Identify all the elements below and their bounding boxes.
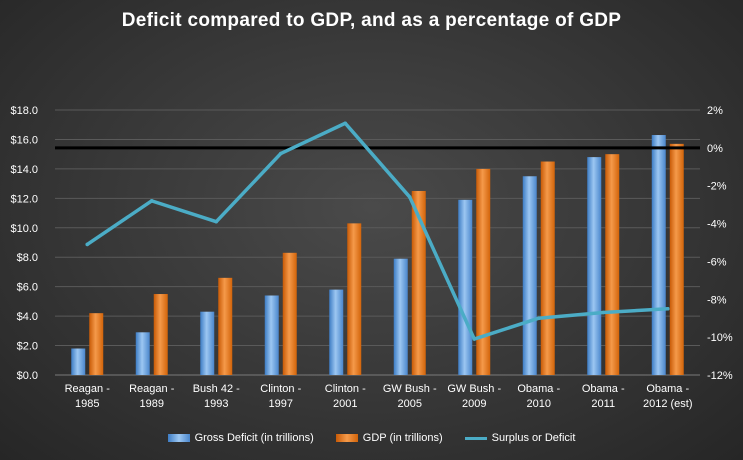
legend: Gross Deficit (in trillions) GDP (in tri…: [0, 432, 743, 444]
x-tick-label: Bush 42 -1993: [193, 383, 240, 410]
x-tick-label: Reagan -1989: [129, 383, 175, 410]
surplus-point: [343, 121, 348, 126]
bar-gross-deficit: [393, 258, 408, 375]
chart-svg: $0.0 $2.0 $4.0 $6.0 $8.0 $10.0 $12.0 $14.0 $16.0…: [10, 105, 733, 410]
y-right-tick-label: 2%: [707, 105, 723, 117]
surplus-line-layer: [85, 121, 670, 341]
surplus-point: [149, 199, 154, 203]
y-right-tick-label: -2%: [707, 181, 727, 193]
y-left-tick-label: $6.0: [17, 282, 38, 294]
bar-gross-deficit: [587, 157, 602, 375]
surplus-point: [601, 310, 606, 315]
y-right-tick-label: -6%: [707, 256, 727, 268]
x-axis: Reagan -1985 Reagan -1989 Bush 42 -1993 Cli…: [65, 383, 693, 410]
bar-gross-deficit: [71, 348, 86, 375]
x-tick-label: GW Bush -2009: [447, 383, 501, 410]
bar-gdp: [605, 154, 620, 375]
y-right-tick-label: -8%: [707, 294, 727, 306]
y-right-tick-label: -4%: [707, 219, 727, 231]
y-left-tick-label: $12.0: [10, 193, 38, 205]
surplus-point: [472, 337, 477, 341]
y-axis-left: $0.0 $2.0 $4.0 $6.0 $8.0 $10.0 $12.0 $14.0 $16.0…: [10, 105, 38, 382]
x-tick-label: Obama -2011: [582, 383, 625, 410]
x-tick-label: Clinton -1997: [260, 383, 301, 410]
y-right-tick-label: 0%: [707, 143, 723, 155]
legend-label: Surplus or Deficit: [491, 432, 576, 444]
x-tick-label: Obama -2012 (est): [643, 383, 693, 410]
y-left-tick-label: $10.0: [10, 223, 38, 235]
bar-gdp: [218, 277, 233, 375]
x-tick-label: Obama -2010: [517, 383, 560, 410]
legend-item-surplus: Surplus or Deficit: [464, 432, 576, 444]
legend-item-gross-deficit: Gross Deficit (in trillions): [167, 432, 314, 444]
y-left-tick-label: $0.0: [17, 370, 38, 382]
y-left-tick-label: $2.0: [17, 341, 38, 353]
surplus-point: [536, 316, 541, 321]
y-left-tick-label: $18.0: [10, 105, 38, 117]
bars-layer: [71, 135, 684, 375]
x-tick-label: Reagan -1985: [65, 383, 111, 410]
y-right-tick-label: -12%: [707, 370, 733, 382]
bar-gdp: [153, 294, 168, 375]
bar-gdp: [89, 313, 104, 375]
surplus-line: [85, 121, 670, 341]
legend-swatch-orange: [335, 434, 358, 442]
surplus-point: [214, 219, 219, 224]
x-tick-label: GW Bush -2005: [383, 383, 437, 410]
bar-gdp: [540, 161, 555, 375]
surplus-point: [278, 151, 283, 156]
y-right-tick-label: -10%: [707, 332, 733, 344]
bar-gross-deficit: [264, 295, 279, 375]
bar-gdp: [347, 223, 362, 375]
bar-gross-deficit: [651, 135, 666, 375]
y-axis-right: -12% -10% -8% -6% -4% -2% 0% 2%: [707, 105, 733, 382]
legend-label: Gross Deficit (in trillions): [194, 432, 314, 444]
x-tick-label: Clinton -2001: [325, 383, 366, 410]
bar-gdp: [476, 168, 491, 375]
surplus-point: [407, 195, 412, 199]
y-left-tick-label: $14.0: [10, 164, 38, 176]
bar-gross-deficit: [458, 199, 473, 375]
legend-item-gdp: GDP (in trillions): [335, 432, 443, 444]
surplus-point: [85, 242, 90, 247]
legend-swatch-blue: [167, 434, 190, 442]
y-left-tick-label: $16.0: [10, 134, 38, 146]
bar-gross-deficit: [200, 311, 215, 375]
surplus-point: [665, 306, 670, 311]
gridlines: [55, 109, 700, 376]
legend-swatch-line: [464, 436, 487, 440]
bar-gross-deficit: [522, 176, 537, 375]
y-left-tick-label: $8.0: [17, 252, 38, 264]
bar-gdp: [282, 252, 297, 375]
bar-gdp: [411, 190, 426, 375]
y-left-tick-label: $4.0: [17, 311, 38, 323]
bar-gdp: [669, 143, 684, 375]
bar-gross-deficit: [135, 332, 150, 375]
chart-title: Deficit compared to GDP, and as a percen…: [121, 10, 622, 31]
bar-gross-deficit: [329, 289, 344, 375]
legend-label: GDP (in trillions): [362, 432, 443, 444]
